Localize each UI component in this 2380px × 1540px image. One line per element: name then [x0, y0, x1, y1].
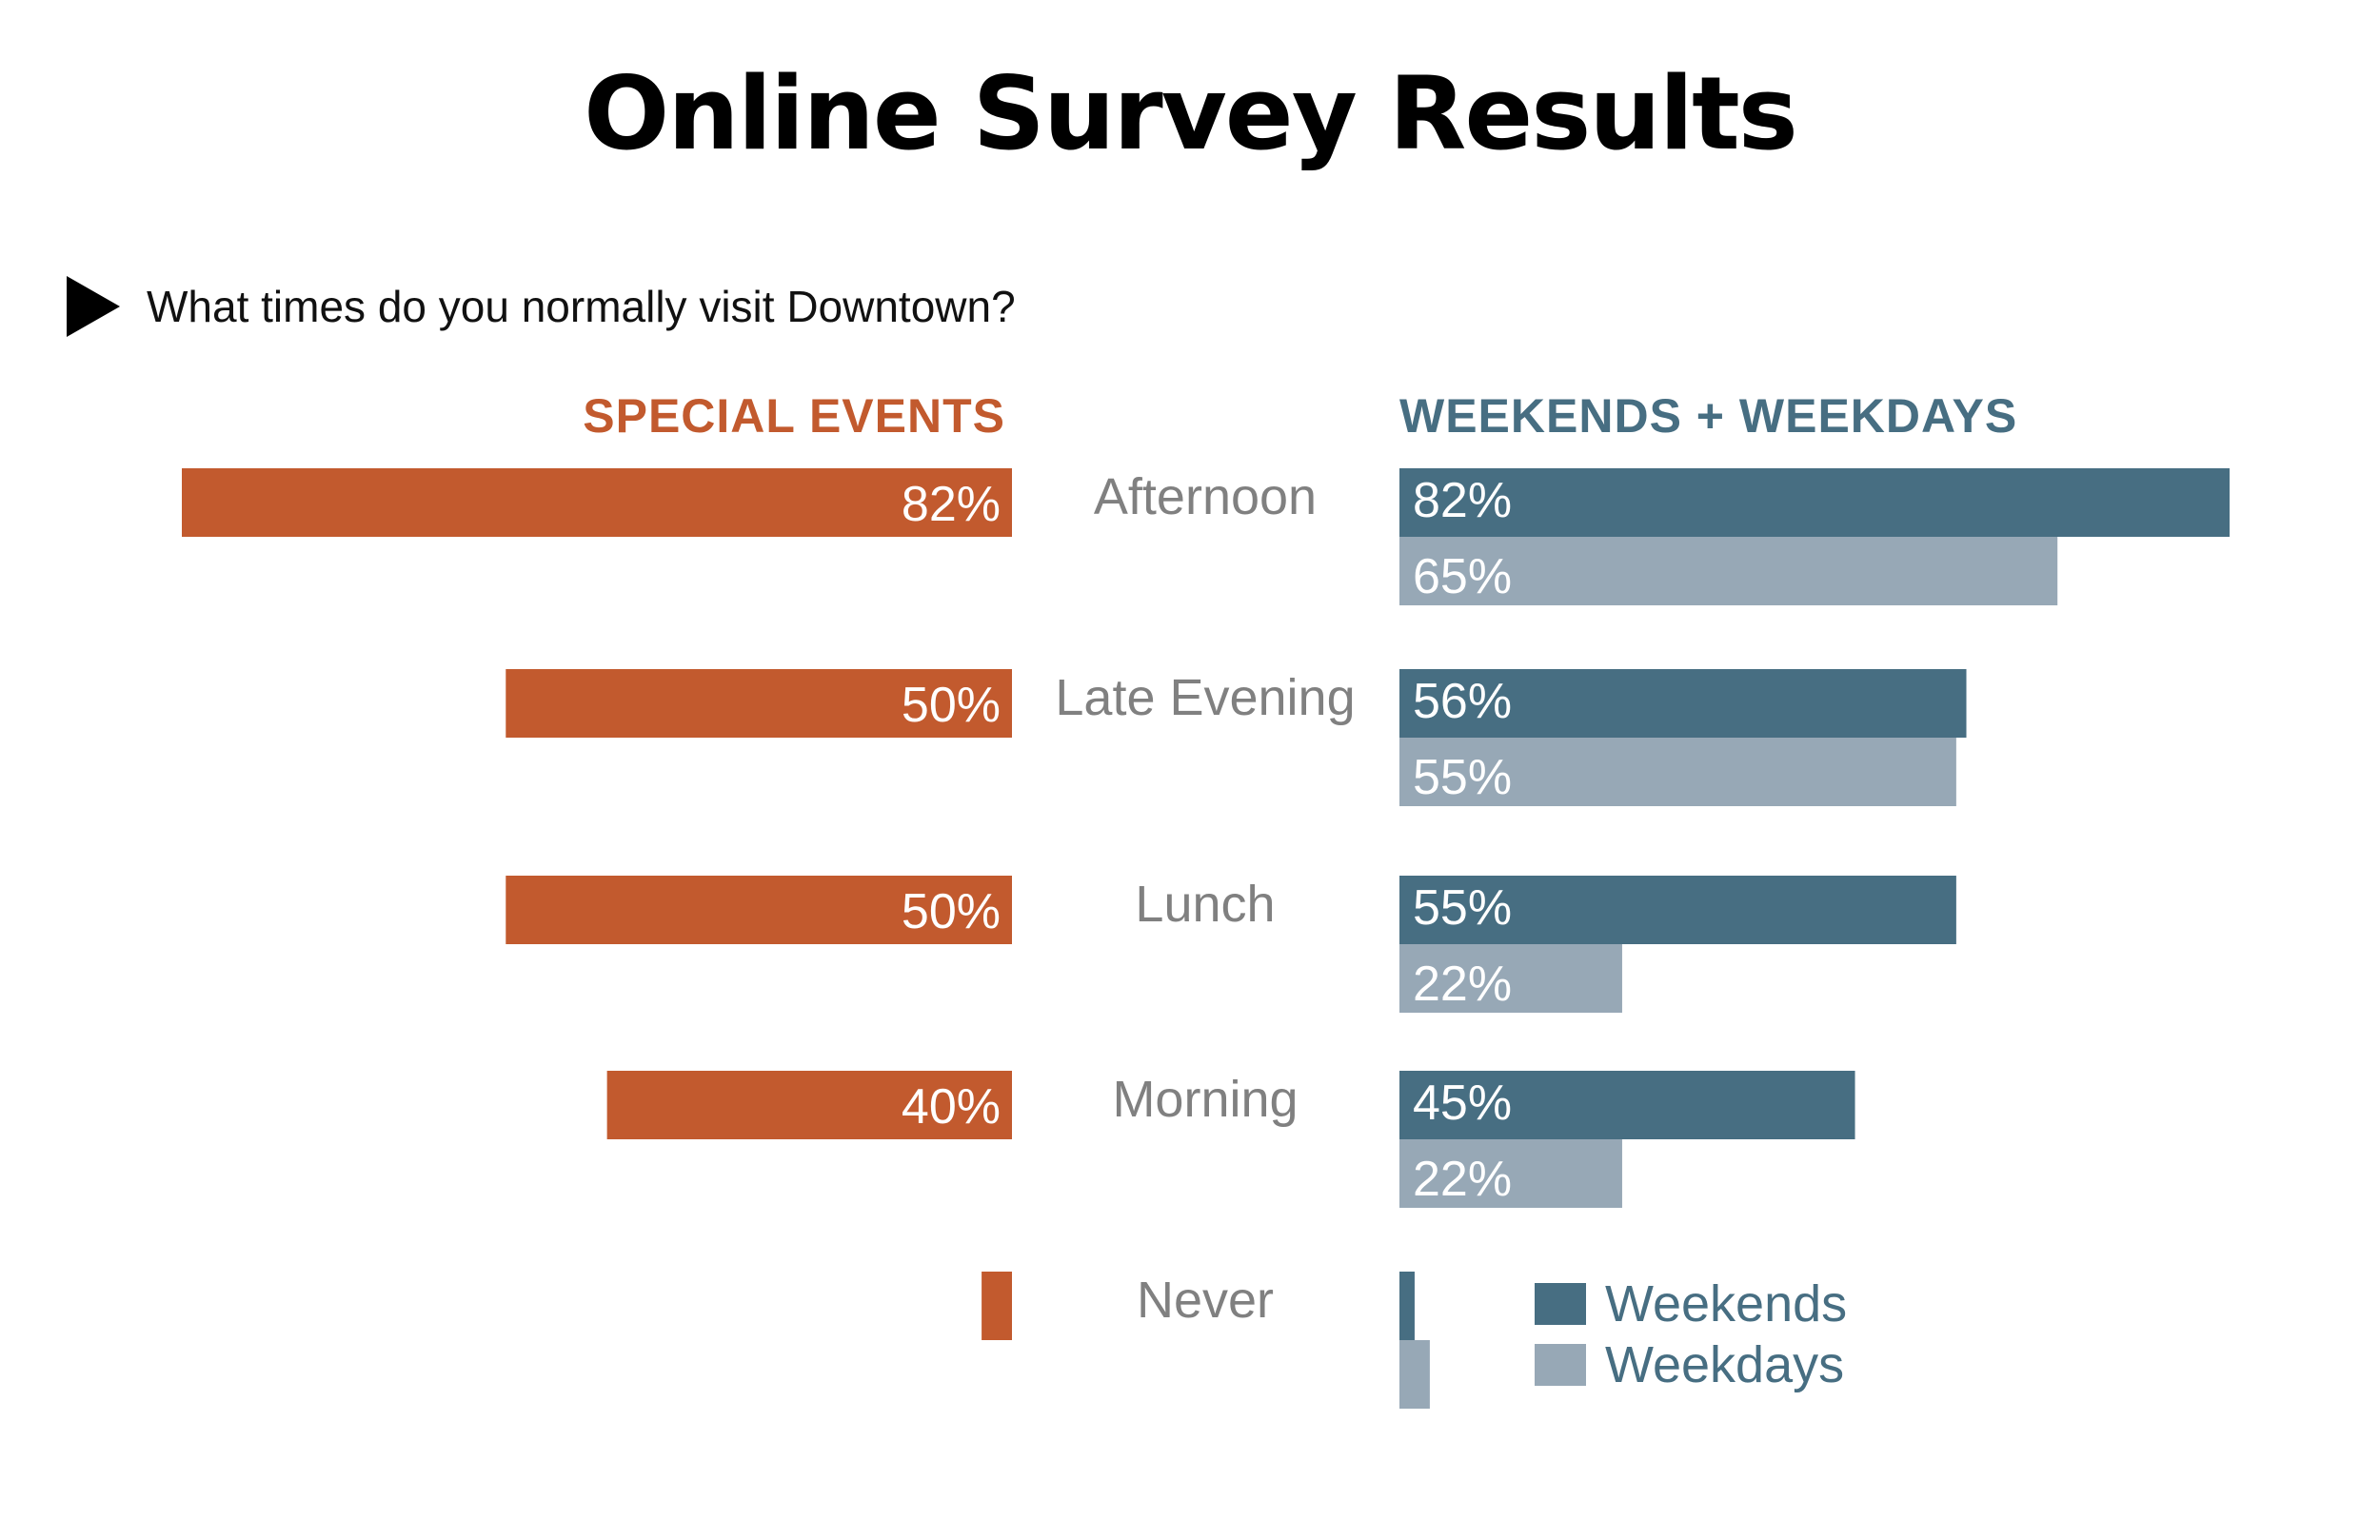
- label-weekdays-afternoon: 65%: [1413, 549, 1512, 604]
- bar-weekends-lunch: [1399, 876, 1956, 944]
- chart-title: Online Survey Results: [584, 55, 1798, 172]
- bar-special-events-late-evening: [506, 669, 1012, 738]
- play-arrow-icon: [67, 276, 120, 337]
- bar-weekends-afternoon: [1399, 468, 2230, 537]
- bar-weekdays-late-evening: [1399, 738, 1956, 806]
- bar-special-events-never: [982, 1272, 1012, 1340]
- label-special-events-lunch: 50%: [902, 884, 1001, 939]
- category-label-afternoon: Afternoon: [1094, 468, 1317, 525]
- legend-label-weekends: Weekends: [1605, 1275, 1848, 1333]
- bar-weekdays-morning: [1399, 1139, 1622, 1208]
- legend-item-weekends: Weekends: [1535, 1273, 1847, 1334]
- weekends-weekdays-heading: WEEKENDS + WEEKDAYS: [1399, 389, 2018, 443]
- bar-weekdays-lunch: [1399, 944, 1622, 1013]
- label-special-events-afternoon: 82%: [902, 477, 1001, 532]
- bar-weekdays-afternoon: [1399, 537, 2058, 605]
- legend-swatch-weekdays: [1535, 1344, 1586, 1386]
- special-events-heading: SPECIAL EVENTS: [583, 389, 1005, 443]
- bar-weekdays-never: [1399, 1340, 1430, 1409]
- label-weekends-afternoon: 82%: [1413, 473, 1512, 528]
- legend-item-weekdays: Weekdays: [1535, 1334, 1847, 1395]
- legend-label-weekdays: Weekdays: [1605, 1336, 1845, 1393]
- category-label-never: Never: [1137, 1272, 1274, 1329]
- label-weekdays-lunch: 22%: [1413, 957, 1512, 1012]
- legend-swatch-weekends: [1535, 1283, 1586, 1325]
- bar-special-events-morning: [606, 1071, 1012, 1139]
- category-label-morning: Morning: [1112, 1071, 1298, 1128]
- bar-weekends-late-evening: [1399, 669, 1967, 738]
- category-label-late-evening: Late Evening: [1055, 669, 1355, 726]
- label-weekdays-late-evening: 55%: [1413, 750, 1512, 805]
- bar-special-events-afternoon: [182, 468, 1012, 537]
- label-weekdays-morning: 22%: [1413, 1152, 1512, 1207]
- label-special-events-late-evening: 50%: [902, 678, 1001, 733]
- bar-weekends-never: [1399, 1272, 1415, 1340]
- label-special-events-morning: 40%: [902, 1079, 1001, 1135]
- question-text: What times do you normally visit Downtow…: [147, 282, 1016, 331]
- bar-weekends-morning: [1399, 1071, 1855, 1139]
- legend: Weekends Weekdays: [1535, 1273, 1847, 1395]
- question: What times do you normally visit Downtow…: [67, 276, 1016, 337]
- label-weekends-morning: 45%: [1413, 1076, 1512, 1131]
- label-weekends-lunch: 55%: [1413, 880, 1512, 936]
- bar-special-events-lunch: [506, 876, 1012, 944]
- label-weekends-late-evening: 56%: [1413, 674, 1512, 729]
- category-label-lunch: Lunch: [1135, 876, 1275, 933]
